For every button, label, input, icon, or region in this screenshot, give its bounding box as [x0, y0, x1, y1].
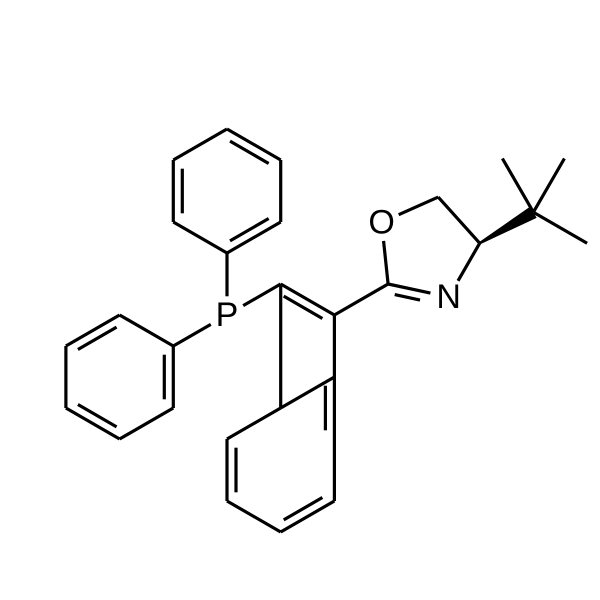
svg-text:P: P	[216, 296, 239, 334]
svg-text:N: N	[436, 278, 461, 316]
molecule-diagram: P O N	[0, 0, 600, 600]
svg-text:O: O	[368, 203, 394, 241]
